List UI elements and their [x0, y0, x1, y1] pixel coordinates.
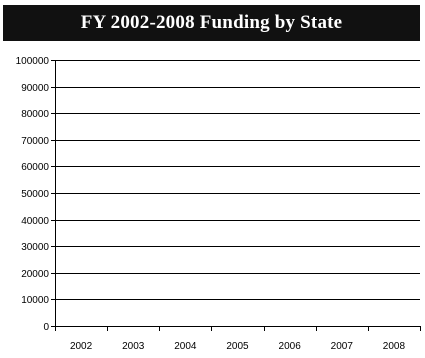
x-tick-label-2002: 2002 [70, 341, 93, 352]
y-tick-label: 90000 [21, 83, 49, 94]
y-tick-label: 40000 [21, 216, 49, 227]
x-tick-label-2003: 2003 [122, 341, 145, 352]
y-tick-label: 100000 [16, 56, 50, 67]
x-tick-label-2008: 2008 [383, 341, 406, 352]
y-tick-label: 60000 [21, 162, 49, 173]
chart-title-bar: FY 2002-2008 Funding by State [3, 5, 420, 41]
y-tick-label: 20000 [21, 269, 49, 280]
y-tick-label: 30000 [21, 242, 49, 253]
y-tick-label: 10000 [21, 295, 49, 306]
y-tick-label: 70000 [21, 136, 49, 147]
x-tick-label-2004: 2004 [174, 341, 197, 352]
y-tick-label: 50000 [21, 189, 49, 200]
x-tick-label-2005: 2005 [226, 341, 249, 352]
y-tick-label: 80000 [21, 109, 49, 120]
chart-title: FY 2002-2008 Funding by State [80, 12, 343, 33]
y-tick-label: 0 [43, 322, 49, 333]
x-tick-label-2007: 2007 [331, 341, 354, 352]
x-tick-label-2006: 2006 [279, 341, 302, 352]
